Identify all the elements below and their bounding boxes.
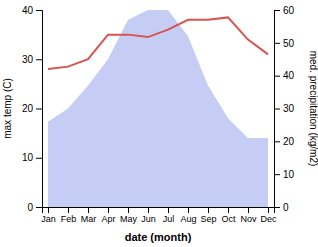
- tick: Mar: [81, 207, 97, 224]
- tick-mark: [274, 76, 280, 77]
- tick-mark: [36, 109, 42, 110]
- tick-label: Oct: [221, 214, 236, 224]
- tick-label: 30: [22, 54, 34, 65]
- axis-line: [275, 11, 281, 208]
- tick: Jul: [163, 207, 175, 224]
- tick-label: 40: [283, 70, 295, 81]
- tick: Jun: [141, 207, 156, 224]
- tick: Apr: [101, 207, 115, 224]
- axis-line: [43, 208, 275, 214]
- tick-label: 60: [283, 5, 295, 16]
- tick: May: [120, 207, 138, 224]
- tick: 10: [22, 152, 42, 163]
- tick-label: 40: [22, 5, 34, 16]
- y-axis: 0 10 20 30 40: [22, 5, 43, 213]
- tick-mark: [128, 207, 129, 213]
- tick-mark: [274, 207, 280, 208]
- tick-mark: [48, 207, 49, 213]
- tick-label: May: [120, 214, 138, 224]
- tick: Feb: [61, 207, 77, 224]
- axis-line: [36, 11, 43, 208]
- marks: [48, 10, 268, 207]
- tick: 20: [274, 136, 295, 147]
- tick: 0: [27, 202, 42, 213]
- tick-mark: [208, 207, 209, 213]
- tick-mark: [148, 207, 149, 213]
- chart-container: Jan Feb Mar Apr MayJun Jul Aug Sep Oct NovDec 0 10 2…: [0, 0, 318, 247]
- tick-mark: [36, 10, 42, 11]
- tick: 50: [274, 38, 295, 49]
- tick-label: Jul: [163, 214, 175, 224]
- tick-mark: [88, 207, 89, 213]
- tick-mark: [68, 207, 69, 213]
- tick-label: 0: [27, 202, 33, 213]
- tick-label: Dec: [260, 214, 277, 224]
- y2-axis: 0 10 20 30 40 50 60: [274, 5, 295, 213]
- tick-mark: [36, 59, 42, 60]
- tick-label: Nov: [240, 214, 257, 224]
- tick: 40: [22, 5, 42, 16]
- tick: Dec: [260, 207, 277, 224]
- tick-label: 50: [283, 38, 295, 49]
- tick: 30: [274, 103, 295, 114]
- tick-label: Feb: [61, 214, 77, 224]
- tick-mark: [248, 207, 249, 213]
- tick-mark: [274, 174, 280, 175]
- tick: 30: [22, 54, 42, 65]
- tick: Oct: [221, 207, 236, 224]
- tick-mark: [274, 141, 280, 142]
- line: [48, 17, 268, 69]
- tick-label: Sep: [200, 214, 216, 224]
- tick-mark: [274, 109, 280, 110]
- tick-mark: [274, 43, 280, 44]
- x-axis: Jan Feb Mar Apr MayJun Jul Aug Sep Oct NovDec: [41, 207, 277, 224]
- tick-label: 20: [283, 136, 295, 147]
- tick-mark: [168, 207, 169, 213]
- tick-label: Apr: [101, 214, 115, 224]
- tick-mark: [108, 207, 109, 213]
- tick: 20: [22, 103, 42, 114]
- tick-label: 30: [283, 103, 295, 114]
- area: [48, 10, 268, 207]
- tick: Nov: [240, 207, 257, 224]
- tick: Jan: [41, 207, 56, 224]
- tick-label: 10: [22, 152, 34, 163]
- tick-label: Jan: [41, 214, 56, 224]
- tick-mark: [228, 207, 229, 213]
- tick: Sep: [200, 207, 216, 224]
- tick-label: Mar: [81, 214, 97, 224]
- tick-mark: [274, 10, 280, 11]
- tick-mark: [188, 207, 189, 213]
- tick-mark: [36, 158, 42, 159]
- tick: 0: [274, 202, 289, 213]
- chart: Jan Feb Mar Apr MayJun Jul Aug Sep Oct NovDec 0 10 2…: [0, 0, 318, 247]
- tick-label: Jun: [141, 214, 156, 224]
- tick-label: 10: [283, 169, 295, 180]
- x-axis-title: date (month): [125, 231, 192, 243]
- tick: 40: [274, 70, 295, 81]
- tick: 60: [274, 5, 295, 16]
- tick-label: 0: [283, 202, 289, 213]
- tick: 10: [274, 169, 295, 180]
- plot: Jan Feb Mar Apr MayJun Jul Aug Sep Oct NovDec 0 10 2…: [22, 5, 295, 225]
- tick-label: 20: [22, 103, 34, 114]
- tick: Aug: [180, 207, 196, 224]
- tick-mark: [36, 207, 42, 208]
- tick-label: Aug: [180, 214, 196, 224]
- y-axis-title: max temp (C): [2, 78, 13, 139]
- tick-mark: [268, 207, 269, 213]
- y2-axis-title: med. precipitation (kg/m2): [308, 51, 318, 167]
